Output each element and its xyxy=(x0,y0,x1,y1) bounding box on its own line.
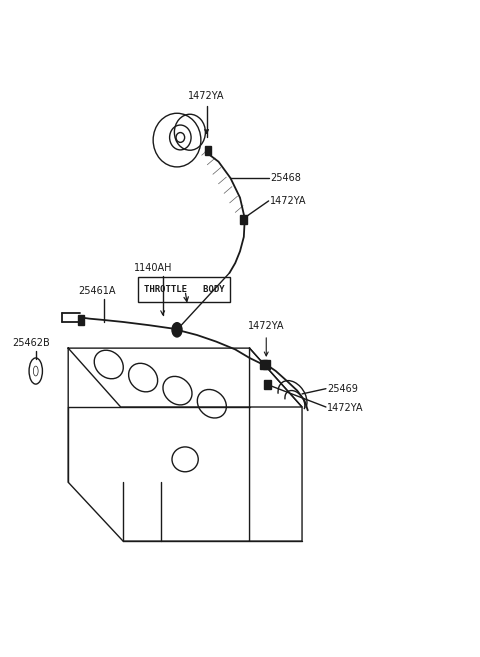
Text: 1472YA: 1472YA xyxy=(270,196,307,206)
Bar xyxy=(264,380,271,389)
Text: 25469: 25469 xyxy=(327,384,358,394)
Bar xyxy=(78,315,84,325)
Circle shape xyxy=(171,322,183,338)
Bar xyxy=(240,215,247,224)
Bar xyxy=(260,360,267,369)
Text: 25462B: 25462B xyxy=(12,338,50,348)
Text: 1472YA: 1472YA xyxy=(188,91,225,101)
Text: 1140AH: 1140AH xyxy=(134,263,172,273)
Ellipse shape xyxy=(34,366,38,376)
Bar xyxy=(204,146,211,155)
Text: 1472YA: 1472YA xyxy=(248,321,285,331)
Text: 1472YA: 1472YA xyxy=(327,403,364,413)
Text: 25468: 25468 xyxy=(270,173,301,183)
Text: THROTTLE   BODY: THROTTLE BODY xyxy=(144,284,224,294)
Bar xyxy=(263,360,270,369)
Text: 25461A: 25461A xyxy=(78,286,116,296)
FancyBboxPatch shape xyxy=(138,277,229,302)
